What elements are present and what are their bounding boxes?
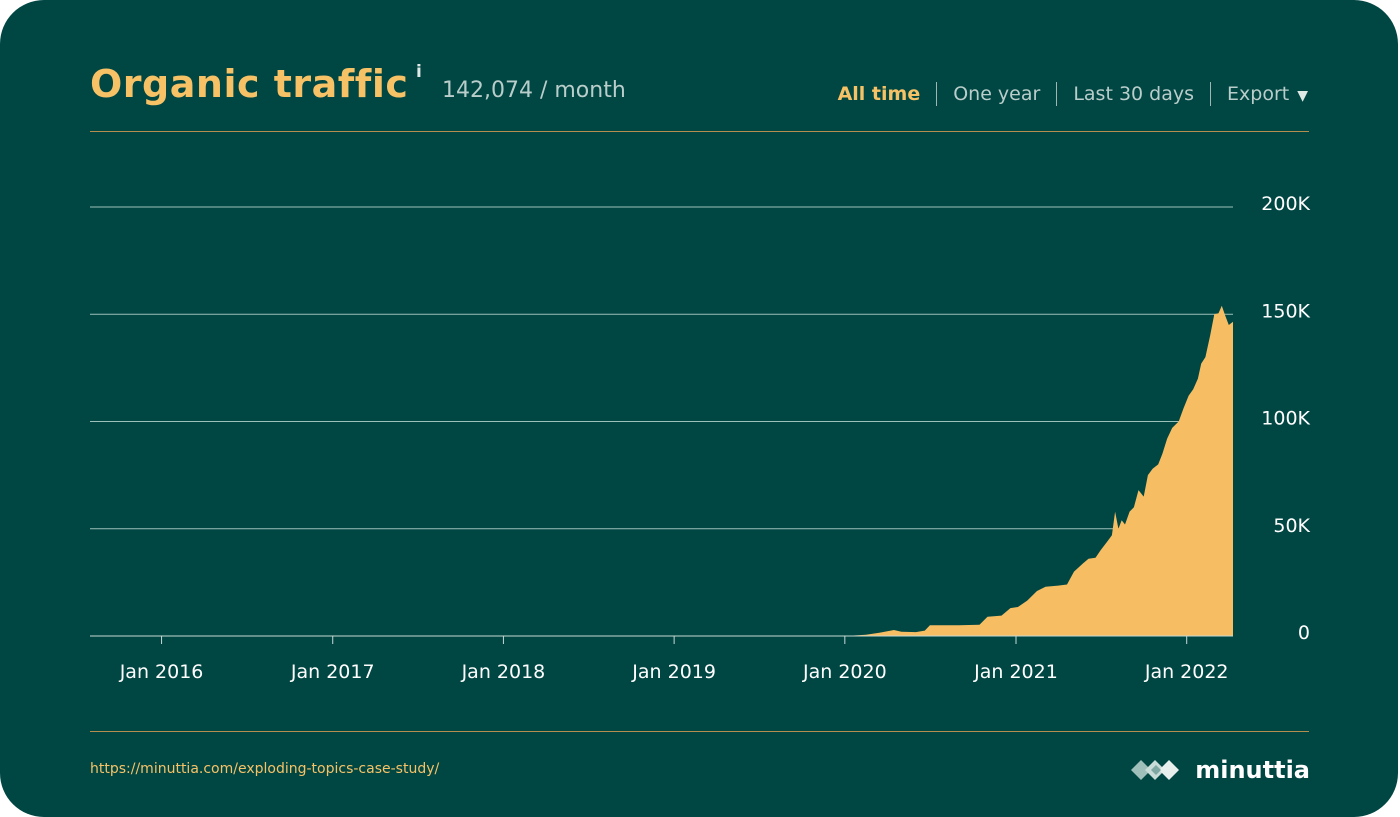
export-button[interactable]: Export ▼ (1227, 83, 1308, 105)
chart-title: Organic traffic (90, 62, 409, 106)
traffic-area-series (90, 305, 1233, 636)
x-tick-label: Jan 2021 (973, 661, 1058, 683)
x-tick-label: Jan 2016 (119, 661, 204, 683)
brand-logo: minuttia (1129, 755, 1310, 785)
source-link[interactable]: https://minuttia.com/exploding-topics-ca… (90, 761, 440, 777)
tab-last-30-days[interactable]: Last 30 days (1073, 83, 1195, 105)
logo-text: minuttia (1195, 756, 1310, 784)
y-tick-label: 150K (1261, 300, 1310, 322)
gridlines (90, 206, 1233, 637)
x-tick-label: Jan 2019 (631, 661, 716, 683)
range-tabs: All time One year Last 30 days Export ▼ (838, 82, 1308, 106)
traffic-metric: 142,074 / month (442, 78, 626, 103)
y-axis-ticks: 0 50K 100K 150K 200K (1261, 193, 1310, 644)
footer-divider (90, 731, 1309, 732)
traffic-area (90, 305, 1233, 637)
x-tick-label: Jan 2022 (1144, 661, 1229, 683)
y-tick-label: 100K (1261, 408, 1310, 430)
export-label: Export (1227, 83, 1290, 105)
tab-divider (1056, 82, 1058, 106)
tab-one-year[interactable]: One year (953, 83, 1041, 105)
y-tick-label: 200K (1261, 193, 1310, 215)
x-tick-label: Jan 2018 (461, 661, 546, 683)
chevron-down-icon: ▼ (1297, 88, 1308, 104)
diamond-cluster-icon (1131, 760, 1180, 780)
y-tick-label: 50K (1273, 515, 1310, 537)
header-divider (90, 131, 1309, 132)
tab-divider (1210, 82, 1212, 106)
tab-divider (936, 82, 938, 106)
x-tick-label: Jan 2017 (290, 661, 375, 683)
tab-all-time[interactable]: All time (837, 83, 921, 105)
info-icon[interactable]: i (416, 62, 422, 82)
y-tick-label: 0 (1298, 622, 1310, 644)
x-axis-ticks: Jan 2016 Jan 2017 Jan 2018 Jan 2019 Jan 2020… (119, 636, 1229, 683)
x-tick-label: Jan 2020 (802, 661, 887, 683)
